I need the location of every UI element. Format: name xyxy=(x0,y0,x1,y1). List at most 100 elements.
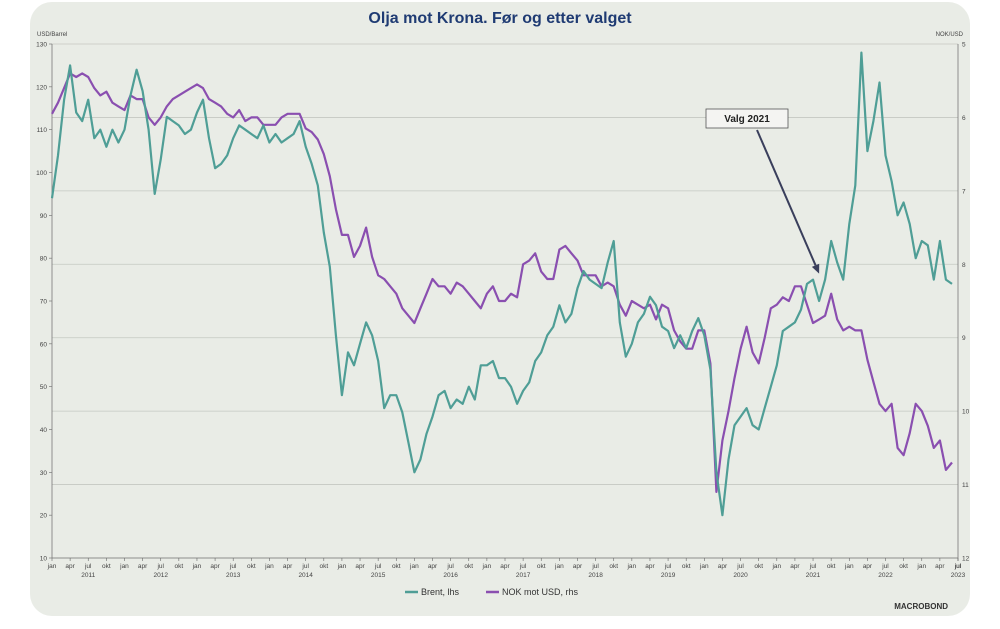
x-year-label: 2021 xyxy=(806,572,821,579)
x-month-label: jul xyxy=(881,563,889,570)
x-month-label: jan xyxy=(844,563,854,570)
x-month-label: jan xyxy=(47,563,57,570)
legend: Brent, lhs NOK mot USD, rhs xyxy=(405,587,579,597)
x-month-label: apr xyxy=(428,563,438,570)
x-month-label: jan xyxy=(409,563,419,570)
x-month-label: jan xyxy=(192,563,202,570)
left-axis-unit: USD/Barrel xyxy=(37,32,67,38)
left-tick-label: 40 xyxy=(40,427,48,434)
left-tick-label: 20 xyxy=(40,513,48,520)
x-month-label: okt xyxy=(319,563,328,570)
left-tick-label: 60 xyxy=(40,341,48,348)
right-tick-label: 7 xyxy=(962,188,966,195)
right-tick-label: 8 xyxy=(962,262,966,269)
right-tick-label: 6 xyxy=(962,115,966,122)
x-month-label: jul xyxy=(301,563,309,570)
x-year-label: 2022 xyxy=(878,572,893,579)
series-layer xyxy=(50,51,953,517)
x-month-label: jan xyxy=(337,563,347,570)
right-tick-label: 9 xyxy=(962,335,966,342)
left-tick-label: 70 xyxy=(40,299,48,306)
right-axis-unit: NOK/USD xyxy=(936,32,964,38)
left-tick-label: 30 xyxy=(40,470,48,477)
left-tick-label: 120 xyxy=(36,84,47,91)
x-month-label: apr xyxy=(573,563,583,570)
x-month-label: okt xyxy=(392,563,401,570)
x-month-label: okt xyxy=(827,563,836,570)
x-month-label: jan xyxy=(482,563,492,570)
macrobond-logo: MACROBOND xyxy=(894,602,948,611)
x-year-label: 2016 xyxy=(443,572,458,579)
x-month-label: apr xyxy=(790,563,800,570)
x-year-label: 2013 xyxy=(226,572,241,579)
x-month-label: apr xyxy=(65,563,75,570)
x-month-label: jul xyxy=(156,563,164,570)
x-month-label: okt xyxy=(464,563,473,570)
x-month-label: jul xyxy=(664,563,672,570)
x-month-label: apr xyxy=(283,563,293,570)
left-tick-label: 80 xyxy=(40,256,48,263)
x-month-label: okt xyxy=(682,563,691,570)
left-tick-label: 50 xyxy=(40,384,48,391)
x-month-label: apr xyxy=(935,563,945,570)
x-axis: jan apr jul okt 2011 jan apr jul okt 2012 jan apr ju… xyxy=(47,557,966,579)
x-year-label: 2015 xyxy=(371,572,386,579)
x-month-label: jan xyxy=(699,563,709,570)
x-month-label: apr xyxy=(863,563,873,570)
x-month-label: jul xyxy=(809,563,817,570)
x-year-label: 2020 xyxy=(733,572,748,579)
x-month-label: apr xyxy=(138,563,148,570)
x-month-label: jul xyxy=(519,563,527,570)
series-line-nok-usd xyxy=(51,72,953,493)
left-tick-label: 130 xyxy=(36,42,47,49)
x-month-label: apr xyxy=(210,563,220,570)
x-year-label: 2019 xyxy=(661,572,676,579)
x-year-label: 2023 xyxy=(951,572,966,579)
x-month-label: jul xyxy=(591,563,599,570)
x-month-label: okt xyxy=(175,563,184,570)
x-month-label: apr xyxy=(718,563,728,570)
x-month-label: jul xyxy=(446,563,454,570)
right-tick-label: 11 xyxy=(962,482,969,489)
left-tick-label: 100 xyxy=(36,170,47,177)
x-month-label: okt xyxy=(754,563,763,570)
x-month-label: jul xyxy=(374,563,382,570)
x-month-label: apr xyxy=(355,563,365,570)
x-month-label: jan xyxy=(916,563,926,570)
legend-label-brent: Brent, lhs xyxy=(421,587,460,597)
x-year-label: 2012 xyxy=(153,572,168,579)
right-axis: 5 6 7 8 9 10 11 12 xyxy=(957,42,970,563)
right-tick-label: 12 xyxy=(962,556,970,563)
left-tick-label: 110 xyxy=(37,127,48,134)
x-year-label: 2011 xyxy=(81,572,95,579)
left-axis: 10 20 30 40 50 60 70 80 90 100 110 120 130 xyxy=(36,42,53,563)
right-tick-label: 5 xyxy=(962,42,966,49)
x-month-label: jul xyxy=(229,563,237,570)
x-month-label: okt xyxy=(609,563,618,570)
legend-label-nok: NOK mot USD, rhs xyxy=(502,587,579,597)
x-month-label: jul xyxy=(954,563,962,570)
x-month-label: okt xyxy=(247,563,256,570)
x-month-label: jul xyxy=(954,563,962,570)
annotation-arrow xyxy=(756,129,817,266)
left-tick-label: 10 xyxy=(40,556,48,563)
annotation-box xyxy=(705,108,789,129)
x-month-label: jul xyxy=(84,563,92,570)
annotation-arrowhead xyxy=(811,263,820,274)
left-tick-label: 90 xyxy=(40,213,48,220)
right-tick-label: 10 xyxy=(962,409,970,416)
x-month-label: jul xyxy=(736,563,744,570)
chart-card xyxy=(30,2,970,616)
x-month-label: jan xyxy=(554,563,564,570)
x-month-label: jan xyxy=(771,563,781,570)
x-month-label: jan xyxy=(264,563,274,570)
x-month-label: jan xyxy=(119,563,129,570)
x-month-label: jan xyxy=(626,563,636,570)
series-line-brent xyxy=(50,51,953,517)
x-month-label: okt xyxy=(899,563,908,570)
x-month-label: okt xyxy=(102,563,111,570)
x-year-label: 2014 xyxy=(298,572,313,579)
chart-title: Olja mot Krona. Før og etter valget xyxy=(368,10,632,27)
x-month-label: apr xyxy=(645,563,655,570)
